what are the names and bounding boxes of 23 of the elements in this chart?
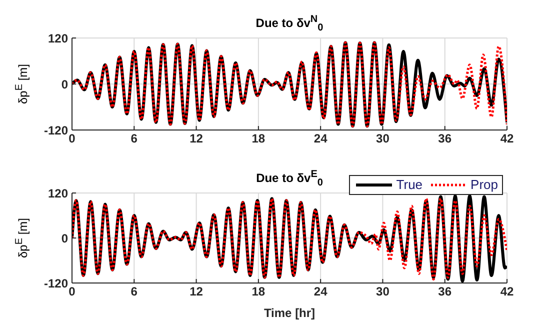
x-axis-title: Time [hr] (264, 306, 316, 320)
y-tick-label: 120 (48, 31, 68, 46)
x-tick-label: 30 (376, 284, 390, 299)
x-tick-label: 6 (130, 132, 138, 146)
x-tick-label: 18 (252, 284, 266, 299)
x-tick-label: 6 (130, 284, 138, 299)
x-tick-label: 42 (500, 132, 514, 146)
x-tick-label: 12 (190, 132, 204, 146)
x-tick-label: 12 (190, 284, 204, 299)
x-tick-label: 24 (314, 284, 328, 299)
y-tick-label: -120 (44, 123, 68, 138)
x-tick-label: 36 (438, 132, 452, 146)
x-tick-label: 30 (376, 132, 390, 146)
y-tick-label: 120 (48, 186, 68, 200)
y-tick-label: 0 (61, 231, 68, 246)
y-tick-label: 0 (61, 77, 68, 92)
x-tick-label: 24 (314, 132, 328, 146)
legend-label: True (396, 177, 423, 193)
legend-label: Prop (470, 177, 498, 193)
y-tick-label: -120 (44, 276, 68, 290)
x-tick-label: 18 (252, 132, 266, 146)
x-tick-label: 36 (438, 284, 452, 299)
x-tick-label: 42 (500, 284, 514, 299)
